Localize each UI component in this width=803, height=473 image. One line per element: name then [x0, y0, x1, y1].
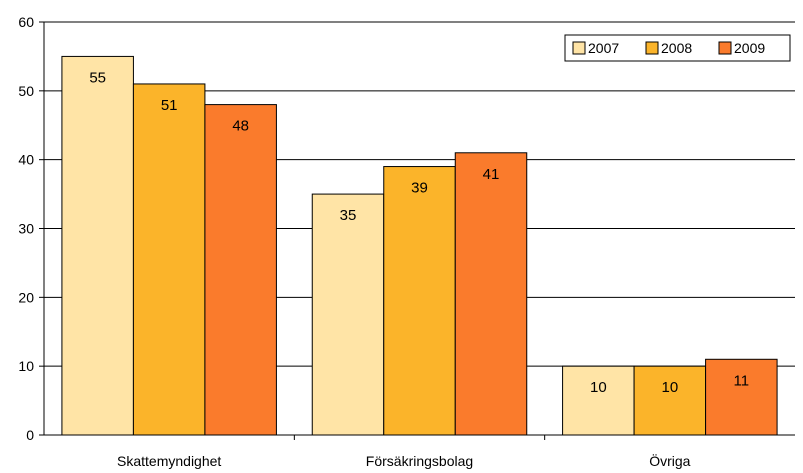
data-label-vriga-2008: 10 [661, 379, 678, 396]
bar-f-rs-kringsbolag-2007 [311, 193, 385, 436]
legend-label-2009: 2009 [734, 40, 765, 56]
bar-vriga-2008 [633, 365, 707, 436]
legend-swatch-2008 [645, 41, 659, 55]
bar-vriga-2007 [562, 365, 635, 436]
legend-box [564, 34, 791, 62]
data-label-f-rs-kringsbolag-2007: 35 [340, 207, 357, 224]
y-tick-label-60: 60 [18, 14, 34, 30]
bar-skattemyndighet-2008 [132, 83, 206, 436]
legend: 2007 2008 2009 [564, 34, 791, 62]
legend-swatch-2009 [718, 41, 732, 55]
bar-f-rs-kringsbolag-2009 [454, 152, 528, 436]
x-tick-label-f-rs-kringsbolag: Försäkringsbolag [366, 453, 473, 469]
bar-skattemyndighet-2007 [61, 55, 134, 436]
x-tick-label-vriga: Övriga [649, 452, 690, 469]
data-labels: 55 51 48 35 39 41 10 10 11 [89, 69, 749, 396]
legend-label-2008: 2008 [661, 40, 692, 56]
y-tick-label-0: 0 [26, 427, 34, 443]
y-tick-label-40: 40 [18, 152, 34, 168]
y-tick-label-20: 20 [18, 289, 34, 305]
data-label-vriga-2007: 10 [590, 379, 607, 396]
data-label-skattemyndighet-2008: 51 [161, 97, 178, 114]
y-tick-label-10: 10 [18, 358, 34, 374]
x-tick-label-skattemyndighet: Skattemyndighet [117, 453, 221, 469]
bar-f-rs-kringsbolag-2008 [383, 166, 456, 436]
data-label-f-rs-kringsbolag-2008: 39 [411, 180, 428, 197]
data-label-skattemyndighet-2007: 55 [89, 69, 106, 86]
data-label-vriga-2009: 11 [734, 372, 750, 389]
legend-swatch-2007 [572, 41, 586, 55]
bars [61, 55, 778, 436]
legend-label-2007: 2007 [588, 40, 619, 56]
y-tick-labels: 0 10 20 30 40 50 60 [18, 14, 34, 443]
data-label-f-rs-kringsbolag-2009: 41 [483, 166, 500, 183]
y-tick-label-30: 30 [18, 221, 34, 237]
data-label-skattemyndighet-2009: 48 [232, 118, 249, 135]
x-tick-labels: Skattemyndighet Försäkringsbolag Övriga [117, 452, 691, 469]
bar-vriga-2009 [705, 358, 778, 436]
y-tick-label-50: 50 [18, 83, 34, 99]
bar-skattemyndighet-2009 [204, 104, 277, 436]
